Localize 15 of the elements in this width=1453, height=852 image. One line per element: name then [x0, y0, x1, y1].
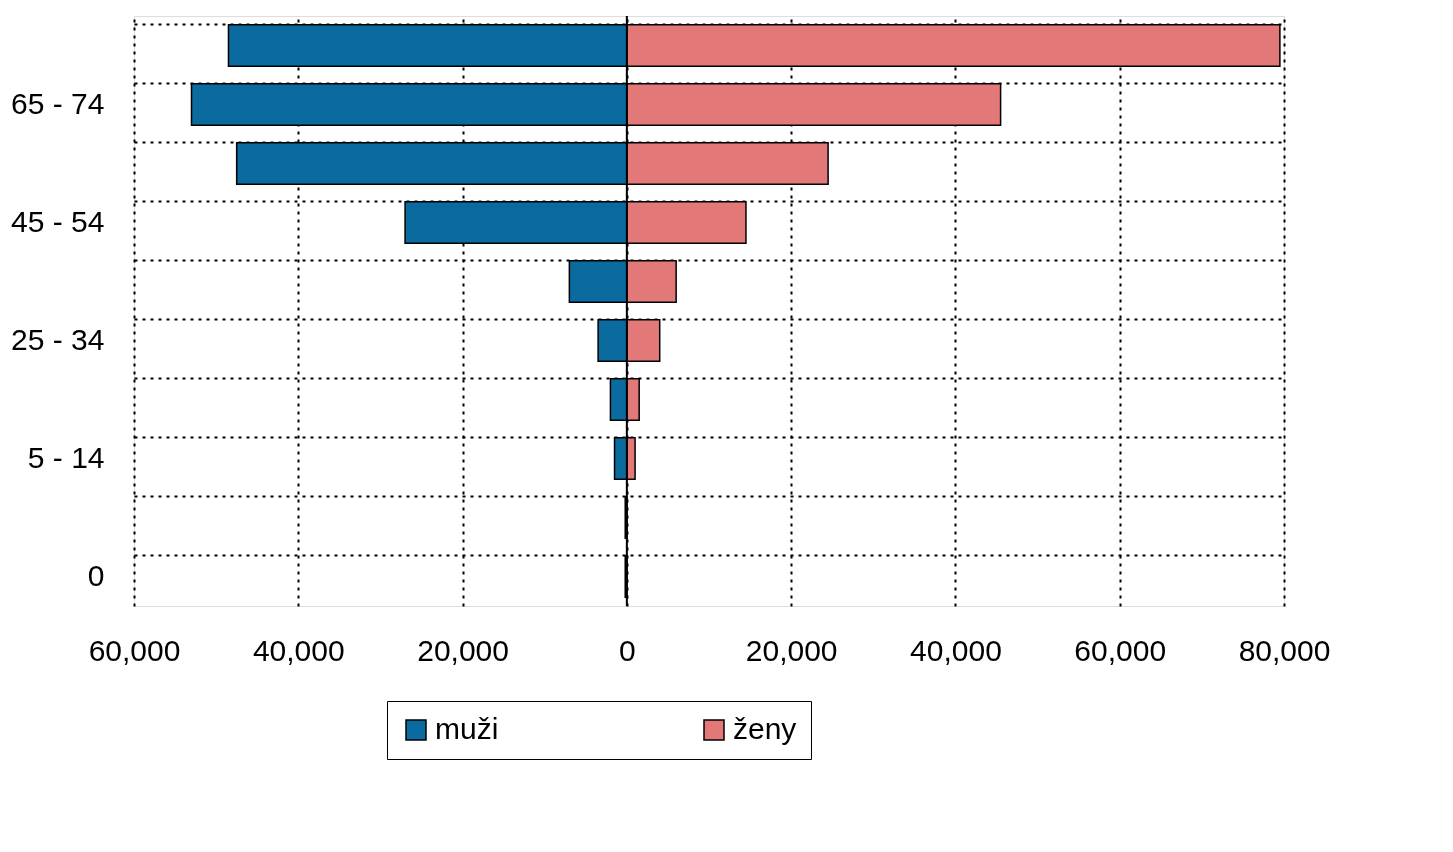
legend-label: ženy: [733, 712, 797, 745]
y-tick-label: 25 - 34: [11, 322, 105, 356]
x-tick-label: 20,000: [417, 633, 509, 667]
x-tick-label: 80,000: [1238, 633, 1331, 667]
x-tick-label: 60,000: [1074, 633, 1167, 667]
legend-label: muži: [435, 712, 499, 745]
x-tick-label: 20,000: [745, 633, 838, 667]
y-tick-label: 0: [87, 558, 105, 592]
y-tick-label: 5 - 14: [27, 440, 105, 474]
x-tick-label: 40,000: [252, 633, 345, 667]
x-tick-label: 40,000: [910, 633, 1002, 667]
x-tick-label: 0: [619, 633, 636, 667]
y-tick-label: 45 - 54: [11, 204, 105, 238]
y-tick-label: 65 - 74: [11, 86, 105, 120]
x-tick-label: 60,000: [88, 633, 181, 667]
